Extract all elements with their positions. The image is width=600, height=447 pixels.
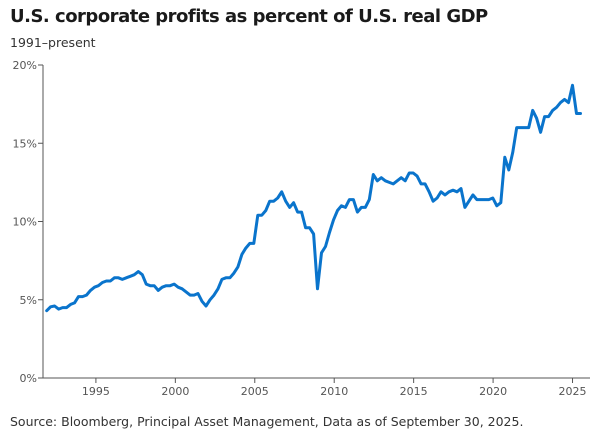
source-note: Source: Bloomberg, Principal Asset Manag…	[10, 414, 524, 429]
y-tick-label: 15%	[13, 137, 37, 150]
y-tick-label: 0%	[20, 372, 37, 385]
chart-subtitle: 1991–present	[10, 35, 96, 50]
y-tick-label: 20%	[13, 59, 37, 72]
series-line	[45, 83, 582, 313]
x-tick-label: 2025	[559, 385, 587, 398]
x-tick-label: 2000	[161, 385, 189, 398]
chart-title: U.S. corporate profits as percent of U.S…	[10, 6, 488, 27]
x-tick-label: 2015	[400, 385, 428, 398]
x-tick-label: 2020	[479, 385, 507, 398]
y-tick-label: 10%	[13, 216, 37, 229]
x-tick-label: 2010	[320, 385, 348, 398]
x-tick-label: 2005	[241, 385, 269, 398]
x-tick-label: 1995	[82, 385, 110, 398]
y-tick-label: 5%	[20, 294, 37, 307]
